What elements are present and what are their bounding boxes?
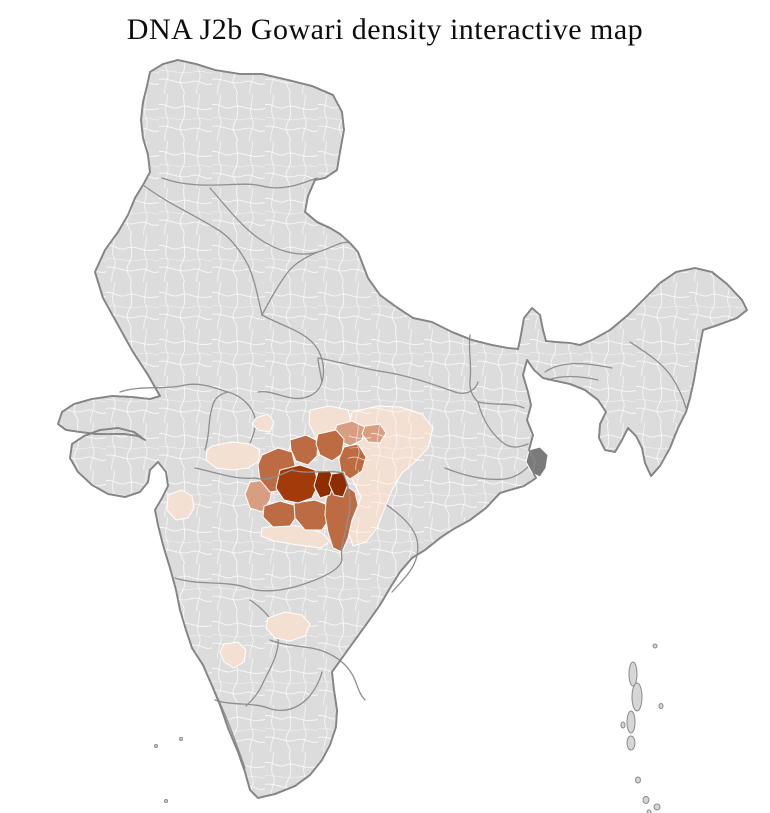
district-medium[interactable] bbox=[289, 434, 319, 466]
district-very-low[interactable] bbox=[265, 611, 311, 642]
district-very-low[interactable] bbox=[166, 489, 195, 521]
andaman-nicobar-islands[interactable] bbox=[620, 643, 664, 813]
district-very-low[interactable] bbox=[205, 441, 261, 471]
district-high[interactable] bbox=[275, 464, 319, 504]
district-medium[interactable] bbox=[293, 499, 331, 531]
district-very-low[interactable] bbox=[251, 413, 275, 433]
district-very-low[interactable] bbox=[219, 641, 247, 669]
district-medium[interactable] bbox=[262, 500, 298, 528]
page-title: DNA J2b Gowari density interactive map bbox=[126, 13, 644, 46]
lakshadweep-islands[interactable] bbox=[154, 737, 183, 803]
district-highest[interactable] bbox=[313, 469, 335, 499]
district-highest[interactable] bbox=[328, 471, 349, 498]
district-mesh-overlay bbox=[346, 406, 433, 546]
state-borders-over-cluster bbox=[194, 467, 351, 561]
district-medium[interactable] bbox=[315, 429, 345, 462]
